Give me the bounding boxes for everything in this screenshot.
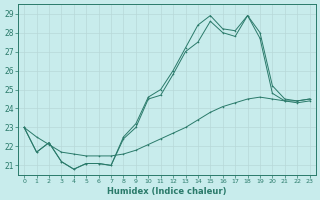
X-axis label: Humidex (Indice chaleur): Humidex (Indice chaleur) xyxy=(107,187,227,196)
